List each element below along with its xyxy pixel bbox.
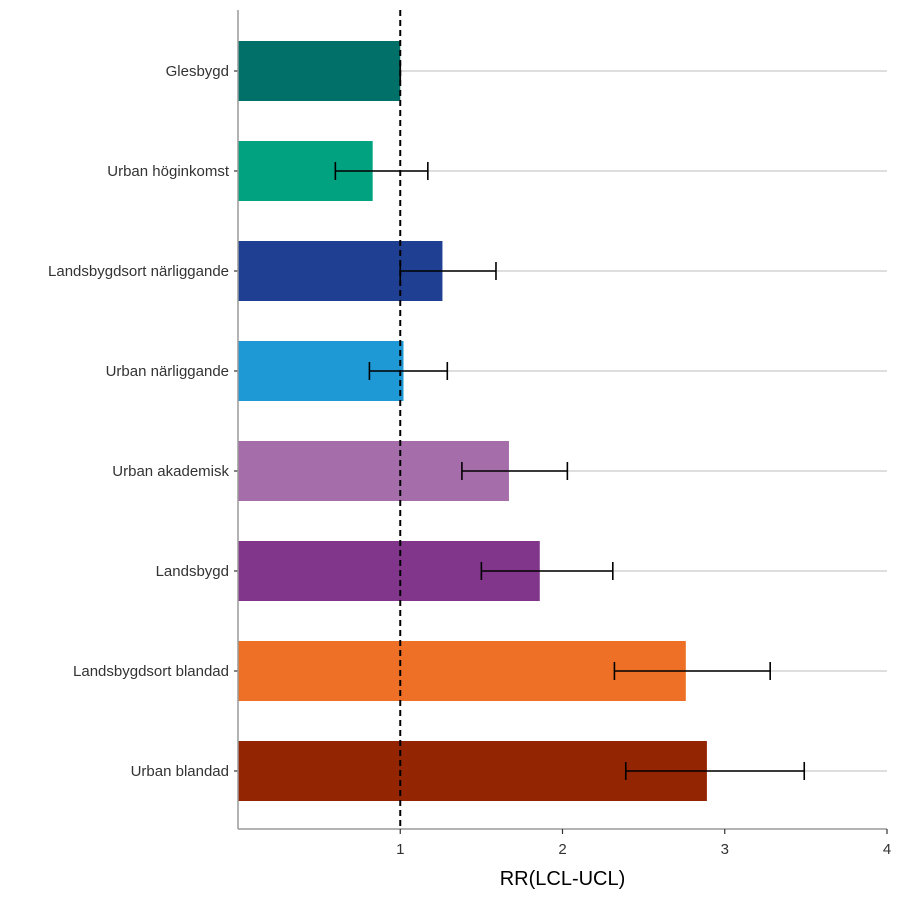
error-bar-landsbygdsort-blandad xyxy=(613,662,771,680)
bar-glesbygd xyxy=(238,41,401,101)
category-label-urban-akademisk: Urban akademisk xyxy=(112,463,229,480)
category-label-urban-hoginkomst: Urban höginkomst xyxy=(107,163,230,180)
x-tick-label-2: 2 xyxy=(558,841,566,858)
x-tick-label-3: 3 xyxy=(721,841,729,858)
error-bar-landsbygdsort-narliggande xyxy=(399,262,497,280)
error-bar-landsbygd xyxy=(480,562,614,580)
category-label-landsbygdsort-narliggande: Landsbygdsort närliggande xyxy=(48,263,229,280)
category-label-urban-blandad: Urban blandad xyxy=(131,763,229,780)
x-axis-title: RR(LCL-UCL) xyxy=(500,868,626,890)
error-bar-urban-blandad xyxy=(624,762,806,780)
error-bar-urban-akademisk xyxy=(461,462,569,480)
bars xyxy=(238,41,707,801)
category-label-glesbygd: Glesbygd xyxy=(166,63,229,80)
axes xyxy=(234,10,888,834)
x-tick-labels: 1 2 3 4 xyxy=(396,841,891,858)
category-label-landsbygd: Landsbygd xyxy=(156,563,229,580)
error-bar-urban-hoginkomst xyxy=(334,162,429,180)
category-label-landsbygdsort-blandad: Landsbygdsort blandad xyxy=(73,663,229,680)
error-bars xyxy=(334,62,806,780)
error-bar-urban-narliggande xyxy=(368,362,449,380)
x-tick-label-1: 1 xyxy=(396,841,404,858)
category-labels: Glesbygd Urban höginkomst Landsbygdsort nä… xyxy=(48,63,230,780)
category-label-urban-narliggande: Urban närliggande xyxy=(106,363,229,380)
bar-landsbygdsort-blandad xyxy=(238,641,686,701)
x-tick-label-4: 4 xyxy=(883,841,891,858)
